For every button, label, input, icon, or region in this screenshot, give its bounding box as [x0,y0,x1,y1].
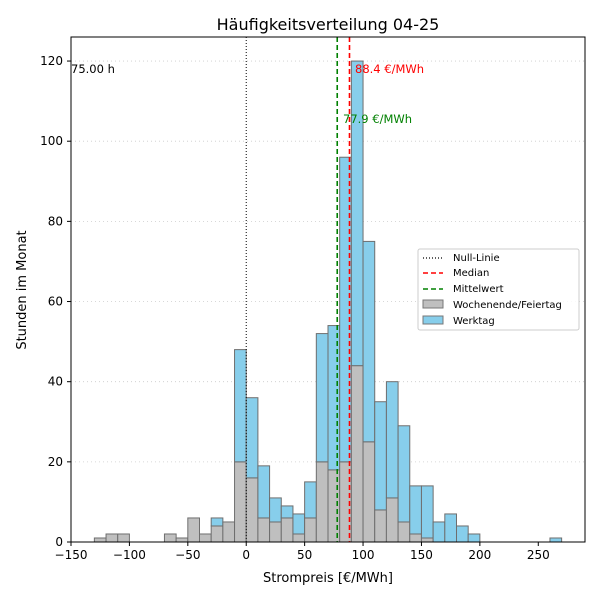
histogram-bar [105,533,119,543]
legend-null-line-label: Null-Linie [453,253,500,264]
histogram-bar [292,513,306,535]
histogram-bar [420,485,434,539]
histogram-bar [304,481,317,519]
x-tick-label: 100 [352,548,375,562]
legend-workday-swatch [422,315,444,325]
histogram-bar [163,533,177,543]
y-tick-label: 60 [48,295,63,309]
histogram-bar [444,513,457,543]
histogram-bar [234,349,247,463]
histogram-bar [385,381,399,499]
y-axis-ticks: 0 20 40 60 80 100 120 [40,54,71,549]
x-tick-label: 0 [242,548,250,562]
y-tick-label: 80 [48,214,63,228]
histogram-bar [245,477,259,543]
legend-weekend-label: Wochenende/Feiertag [453,300,562,311]
legend-workday-label: Werktag [453,316,495,327]
x-tick-label: 50 [297,548,312,562]
histogram-bar [315,461,329,543]
histogram-bar [210,517,224,527]
histogram-bar [304,517,317,543]
histogram-bar [374,509,387,543]
histogram-bar [362,441,376,543]
histogram-bar [257,465,271,519]
histogram-bar [397,521,411,543]
legend-mean-label: Mittelwert [453,284,504,295]
histogram-bar [234,461,247,543]
histogram-bar [350,365,364,543]
x-tick-label: 250 [527,548,550,562]
histogram-bar [222,521,236,543]
histogram-bar [374,401,387,511]
x-axis-ticks: −150 −100 −50 0 50 100 150 200 250 [55,542,550,562]
histogram-bar [385,497,399,543]
histogram-bar [245,397,259,479]
y-axis-label: Stunden im Monat [15,230,30,349]
mean-annotation: 77.9 €/MWh [343,112,412,126]
histogram-bar [199,533,212,543]
histogram-bar [409,485,422,535]
y-tick-label: 40 [48,375,63,389]
y-tick-label: 20 [48,455,63,469]
hours-annotation: 75.00 h [71,62,115,76]
x-tick-label: 150 [410,548,433,562]
histogram-bar [362,240,376,443]
histogram-bar [210,525,224,543]
histogram-bar [175,537,189,543]
x-tick-label: −100 [113,548,146,562]
chart-title: Häufigkeitsverteilung 04-25 [217,15,440,34]
histogram-bar [432,521,446,543]
y-tick-label: 120 [40,54,63,68]
histogram-bar [456,525,469,543]
histogram-bar [409,533,422,543]
plot-frame [70,36,586,543]
legend-box [417,248,580,331]
histogram-bar [117,533,130,543]
histogram-bar [269,497,282,523]
histogram-bar [549,537,563,543]
y-tick-label: 100 [40,134,63,148]
x-tick-label: −50 [175,548,200,562]
histogram-bar [280,517,294,543]
histogram-bar [292,533,306,543]
legend-weekend-swatch [422,299,444,309]
histogram-bar [257,517,271,543]
y-tick-label: 0 [55,535,63,549]
histogram-bar [350,60,364,367]
median-annotation: 88.4 €/MWh [355,62,424,76]
histogram-bar [93,537,107,543]
reference-lines [245,37,351,542]
x-tick-label: 200 [468,548,491,562]
x-axis-label: Strompreis [€/MWh] [263,571,393,586]
histogram-bar [467,533,481,543]
histogram-bar [280,505,294,519]
legend-median-label: Median [453,268,489,279]
histogram-bar [269,521,282,543]
histogram-bar [420,537,434,543]
histogram-bars [93,60,563,543]
histogram-bar [315,333,329,463]
x-tick-label: −150 [55,548,88,562]
histogram-bar [187,517,200,543]
histogram-bar [397,425,411,523]
legend: Null-Linie Median Mittelwert Wochenende/… [417,248,580,331]
